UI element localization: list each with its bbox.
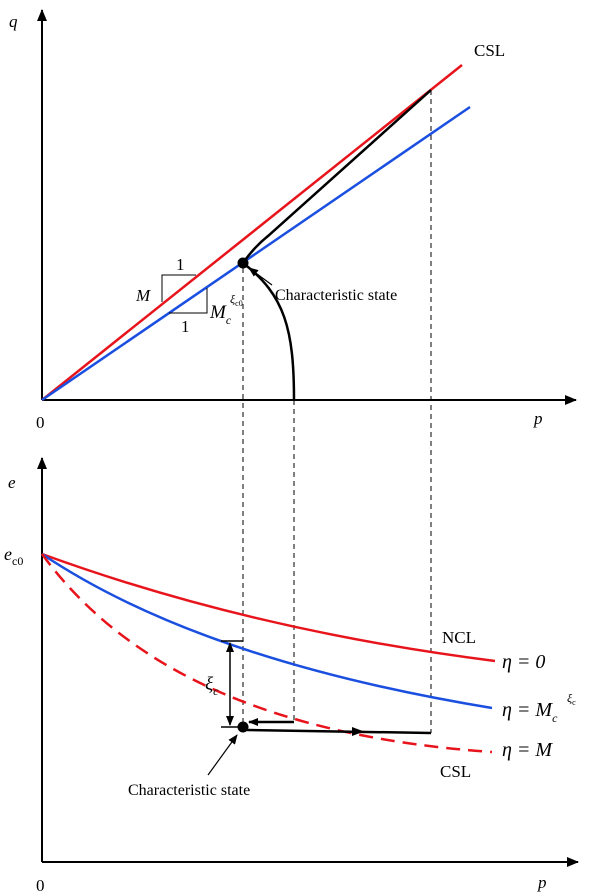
top-csl-label: CSL	[474, 41, 505, 60]
top-x-axis-label: p	[533, 409, 543, 428]
top-state-curve-lower	[242, 262, 296, 401]
slope-mc-sub: c	[226, 313, 232, 327]
eta-mc-sub: c	[552, 711, 558, 725]
ncl-label: NCL	[442, 628, 476, 647]
bottom-panel: ec0 ξc NCL η = 0 η = Mc ξc η = M CSL Cha…	[4, 457, 579, 895]
slope-triangle-Mc	[169, 288, 208, 314]
eta-M-label: η = M	[502, 739, 553, 761]
xi-main: ξ	[205, 674, 214, 695]
eta-mc-sup-sub: c	[572, 698, 576, 707]
top-state-curve-upper	[241, 89, 432, 264]
slope-mc-sup: ξ	[230, 292, 236, 306]
xi-sub: c	[213, 684, 219, 698]
ec0-sub: c0	[12, 554, 23, 568]
top-y-axis-label: q	[9, 12, 18, 31]
top-origin-label: 0	[36, 413, 45, 432]
top-characteristic-label: Characteristic state	[275, 287, 397, 304]
bottom-x-axis-label: p	[537, 873, 547, 892]
eta-mc-sup: ξ	[567, 691, 573, 705]
slope-triangle-M	[161, 274, 196, 302]
dashed-guides	[242, 90, 432, 733]
ncl-curve	[41, 552, 496, 663]
bottom-characteristic-point	[237, 721, 249, 733]
slope-mc-superscript: ξc0	[230, 292, 243, 308]
eta-mc-label: η = Mc	[502, 699, 558, 725]
ec0-main: e	[4, 544, 12, 564]
top-mc-line	[41, 105, 471, 402]
bottom-characteristic-pointer	[207, 734, 238, 776]
slope-mc-label: Mc	[209, 302, 232, 327]
path-direction-arrowhead	[352, 727, 364, 736]
path-characteristic-to-csl	[246, 728, 432, 735]
slope-mc-main: M	[209, 302, 227, 323]
csl-curve	[40, 553, 493, 754]
eta-zero-label: η = 0	[502, 651, 545, 673]
top-characteristic-point	[237, 257, 249, 269]
top-csl-line	[41, 64, 463, 401]
slope-one-bottom-label: 1	[181, 317, 190, 336]
bottom-csl-label: CSL	[440, 762, 471, 781]
slope-one-top-label: 1	[176, 255, 185, 274]
slope-M-label: M	[135, 286, 151, 305]
eta-mc-main: η = M	[502, 699, 553, 721]
top-characteristic-pointer	[248, 267, 273, 286]
bottom-y-axis-label: e	[8, 473, 16, 492]
slope-mc-sup-sub: c0	[235, 299, 243, 308]
eta-mc-superscript: ξc	[567, 691, 576, 707]
ec0-label: ec0	[4, 544, 23, 568]
bottom-characteristic-label: Characteristic state	[128, 782, 250, 799]
top-panel: M 1 1 Mc ξc0 Characteristic state CSL q …	[9, 9, 577, 432]
xi-label: ξc	[205, 674, 219, 698]
bottom-origin-label: 0	[36, 876, 45, 895]
